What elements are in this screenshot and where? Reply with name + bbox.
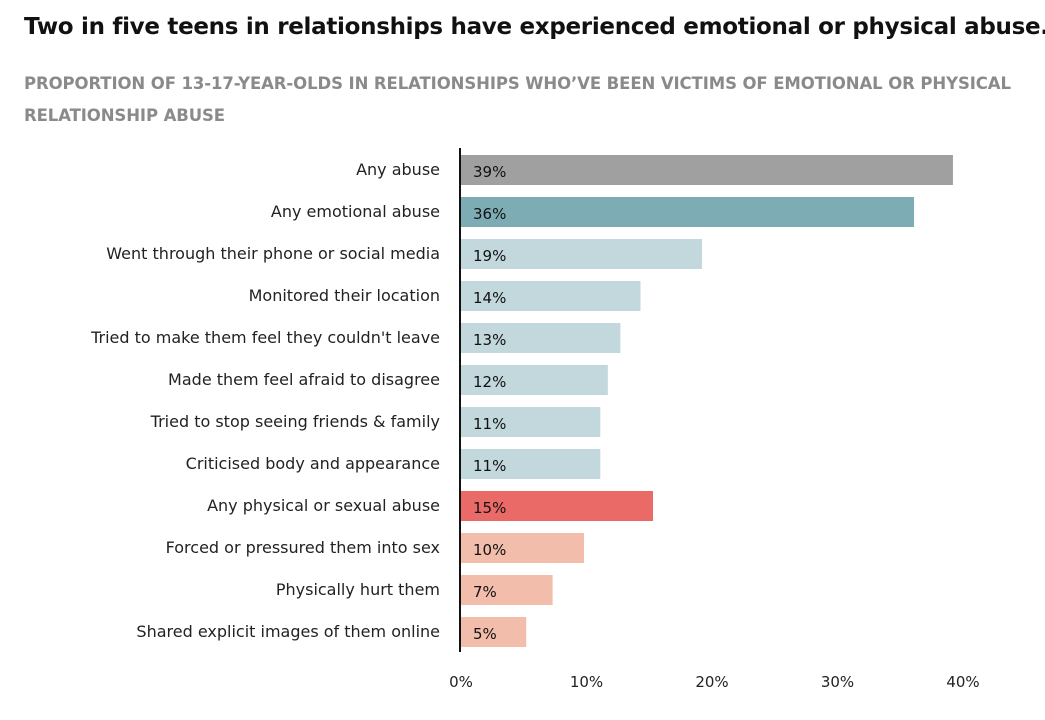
category-label: Shared explicit images of them online: [136, 622, 440, 641]
x-tick-label: 40%: [946, 673, 979, 691]
value-label: 15%: [473, 499, 506, 517]
value-label: 12%: [473, 373, 506, 391]
category-label: Forced or pressured them into sex: [166, 538, 440, 557]
value-label: 5%: [473, 625, 497, 643]
value-label: 11%: [473, 415, 506, 433]
bar: [461, 365, 608, 395]
x-tick-label: 20%: [695, 673, 728, 691]
category-label: Tried to make them feel they couldn't le…: [90, 328, 440, 347]
value-label: 13%: [473, 331, 506, 349]
value-label: 11%: [473, 457, 506, 475]
value-label: 7%: [473, 583, 497, 601]
value-label: 19%: [473, 247, 506, 265]
value-label: 39%: [473, 163, 506, 181]
category-label: Criticised body and appearance: [186, 454, 440, 473]
bar: [461, 239, 702, 269]
bar: [461, 575, 553, 605]
category-label: Tried to stop seeing friends & family: [150, 412, 440, 431]
value-label: 10%: [473, 541, 506, 559]
bar: [461, 533, 584, 563]
bar: [461, 491, 654, 521]
bar: [461, 449, 601, 479]
category-label: Any physical or sexual abuse: [207, 496, 440, 515]
x-tick-label: 0%: [449, 673, 473, 691]
category-label: Any abuse: [356, 160, 440, 179]
category-label: Made them feel afraid to disagree: [168, 370, 440, 389]
x-tick-label: 10%: [570, 673, 603, 691]
chart-title: Two in five teens in relationships have …: [24, 14, 1045, 40]
value-labels-group: 39% 36% 19% 14% 13% 12% 11% 11% 15% 10% 7% 5%: [473, 163, 506, 643]
category-label: Went through their phone or social media: [106, 244, 440, 263]
bar: [461, 617, 527, 647]
bar: [461, 197, 915, 227]
bars-group: [461, 155, 953, 647]
value-label: 36%: [473, 205, 506, 223]
bar: [461, 407, 601, 437]
value-label: 14%: [473, 289, 506, 307]
bar: [461, 323, 621, 353]
category-label: Any emotional abuse: [271, 202, 440, 221]
bar: [461, 281, 641, 311]
chart-subtitle: PROPORTION OF 13-17-YEAR-OLDS IN RELATIO…: [24, 74, 1011, 125]
category-label: Monitored their location: [249, 286, 440, 305]
category-label: Physically hurt them: [276, 580, 440, 599]
x-tick-labels-group: 0% 10% 20% 30% 40%: [449, 673, 980, 691]
x-tick-label: 30%: [821, 673, 854, 691]
bar: [461, 155, 953, 185]
category-labels-group: Any abuse Any emotional abuse Went through…: [90, 160, 440, 641]
